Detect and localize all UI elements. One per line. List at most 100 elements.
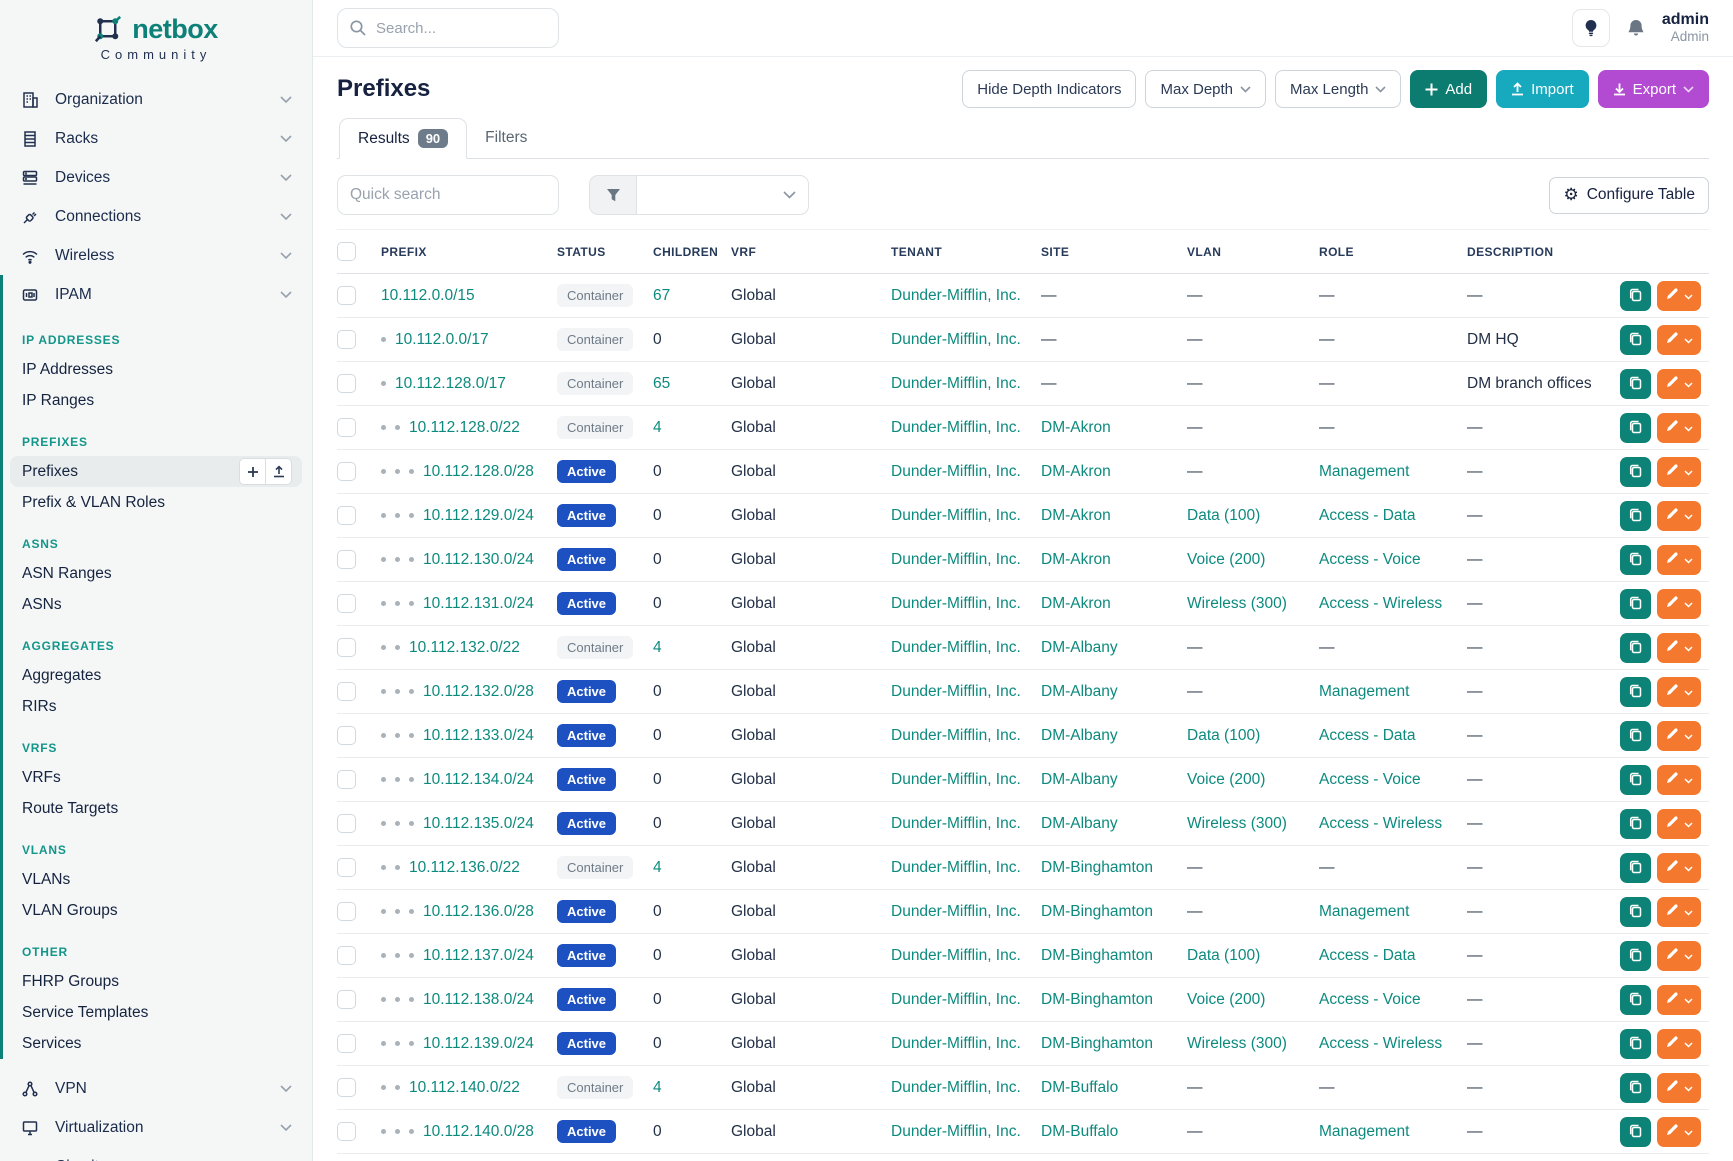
clone-button[interactable] [1620, 412, 1651, 443]
site-link[interactable]: DM-Binghamton [1041, 1034, 1153, 1052]
prefix-link[interactable]: 10.112.131.0/24 [423, 594, 534, 612]
vlan-link[interactable]: Voice (200) [1187, 990, 1266, 1008]
sidebar-item-prefix-vlan-roles[interactable]: Prefix & VLAN Roles [10, 487, 302, 518]
column-header-vrf[interactable]: VRF [731, 229, 891, 274]
sidebar-item-organization[interactable]: Organization [10, 80, 302, 119]
prefix-link[interactable]: 10.112.136.0/28 [423, 902, 534, 920]
clone-button[interactable] [1620, 588, 1651, 619]
clone-button[interactable] [1620, 676, 1651, 707]
hide-depth-indicators-button[interactable]: Hide Depth Indicators [962, 70, 1137, 108]
edit-button[interactable] [1657, 632, 1701, 663]
prefix-link[interactable]: 10.112.135.0/24 [423, 814, 534, 832]
sidebar-item-vlan-groups[interactable]: VLAN Groups [10, 895, 302, 926]
tenant-link[interactable]: Dunder-Mifflin, Inc. [891, 506, 1021, 524]
edit-button[interactable] [1657, 544, 1701, 575]
clone-button[interactable] [1620, 720, 1651, 751]
edit-button[interactable] [1657, 368, 1701, 399]
vlan-link[interactable]: Voice (200) [1187, 770, 1266, 788]
clone-button[interactable] [1620, 764, 1651, 795]
sidebar-item-connections[interactable]: Connections [10, 197, 302, 236]
tenant-link[interactable]: Dunder-Mifflin, Inc. [891, 1122, 1021, 1140]
clone-button[interactable] [1620, 896, 1651, 927]
column-header-role[interactable]: ROLE [1319, 229, 1467, 274]
vlan-link[interactable]: Wireless (300) [1187, 594, 1287, 612]
column-header-children[interactable]: CHILDREN [653, 229, 731, 274]
row-checkbox[interactable] [337, 638, 356, 657]
quick-import-button[interactable] [265, 458, 292, 485]
column-header-site[interactable]: SITE [1041, 229, 1187, 274]
row-checkbox[interactable] [337, 990, 356, 1009]
role-link[interactable]: Access - Voice [1319, 990, 1421, 1008]
prefix-link[interactable]: 10.112.140.0/28 [423, 1122, 534, 1140]
theme-toggle-button[interactable] [1571, 9, 1610, 47]
prefix-link[interactable]: 10.112.128.0/22 [409, 418, 520, 436]
row-checkbox[interactable] [337, 1078, 356, 1097]
row-checkbox[interactable] [337, 902, 356, 921]
role-link[interactable]: Management [1319, 902, 1410, 920]
edit-button[interactable] [1657, 940, 1701, 971]
site-link[interactable]: DM-Albany [1041, 814, 1118, 832]
tenant-link[interactable]: Dunder-Mifflin, Inc. [891, 946, 1021, 964]
site-link[interactable]: DM-Akron [1041, 462, 1111, 480]
tenant-link[interactable]: Dunder-Mifflin, Inc. [891, 374, 1021, 392]
row-checkbox[interactable] [337, 770, 356, 789]
tenant-link[interactable]: Dunder-Mifflin, Inc. [891, 594, 1021, 612]
sidebar-item-prefixes[interactable]: Prefixes [10, 456, 302, 487]
role-link[interactable]: Access - Data [1319, 506, 1416, 524]
max-depth-dropdown[interactable]: Max Depth [1145, 70, 1267, 108]
vlan-link[interactable]: Data (100) [1187, 946, 1261, 964]
sidebar-item-fhrp-groups[interactable]: FHRP Groups [10, 966, 302, 997]
configure-table-button[interactable]: ⚙ Configure Table [1549, 176, 1709, 214]
row-checkbox[interactable] [337, 858, 356, 877]
prefix-link[interactable]: 10.112.129.0/24 [423, 506, 534, 524]
role-link[interactable]: Access - Wireless [1319, 814, 1443, 832]
clone-button[interactable] [1620, 852, 1651, 883]
edit-button[interactable] [1657, 808, 1701, 839]
sidebar-item-racks[interactable]: Racks [10, 119, 302, 158]
column-header-tenant[interactable]: TENANT [891, 229, 1041, 274]
vlan-link[interactable]: Wireless (300) [1187, 814, 1287, 832]
sidebar-item-vpn[interactable]: VPN [10, 1069, 302, 1108]
vlan-link[interactable]: Wireless (300) [1187, 1034, 1287, 1052]
tenant-link[interactable]: Dunder-Mifflin, Inc. [891, 682, 1021, 700]
prefix-link[interactable]: 10.112.0.0/15 [381, 286, 475, 304]
prefix-link[interactable]: 10.112.137.0/24 [423, 946, 534, 964]
clone-button[interactable] [1620, 808, 1651, 839]
sidebar-item-ip-ranges[interactable]: IP Ranges [10, 385, 302, 416]
user-menu[interactable]: admin Admin [1662, 11, 1709, 45]
role-link[interactable]: Management [1319, 1122, 1410, 1140]
prefix-link[interactable]: 10.112.128.0/17 [395, 374, 506, 392]
role-link[interactable]: Access - Data [1319, 726, 1416, 744]
row-checkbox[interactable] [337, 506, 356, 525]
children-count[interactable]: 67 [653, 286, 671, 304]
vlan-link[interactable]: Data (100) [1187, 506, 1261, 524]
row-checkbox[interactable] [337, 374, 356, 393]
site-link[interactable]: DM-Binghamton [1041, 946, 1153, 964]
tenant-link[interactable]: Dunder-Mifflin, Inc. [891, 814, 1021, 832]
role-link[interactable]: Access - Voice [1319, 550, 1421, 568]
tenant-link[interactable]: Dunder-Mifflin, Inc. [891, 418, 1021, 436]
row-checkbox[interactable] [337, 286, 356, 305]
row-checkbox[interactable] [337, 594, 356, 613]
edit-button[interactable] [1657, 412, 1701, 443]
prefix-link[interactable]: 10.112.0.0/17 [395, 330, 489, 348]
sidebar-item-services[interactable]: Services [10, 1028, 302, 1059]
row-checkbox[interactable] [337, 682, 356, 701]
sidebar-item-ipam[interactable]: IPAM [10, 275, 302, 314]
tenant-link[interactable]: Dunder-Mifflin, Inc. [891, 550, 1021, 568]
prefix-link[interactable]: 10.112.136.0/22 [409, 858, 520, 876]
prefix-link[interactable]: 10.112.140.0/22 [409, 1078, 520, 1096]
clone-button[interactable] [1620, 324, 1651, 355]
site-link[interactable]: DM-Albany [1041, 726, 1118, 744]
edit-button[interactable] [1657, 852, 1701, 883]
site-link[interactable]: DM-Akron [1041, 594, 1111, 612]
notifications-button[interactable] [1626, 18, 1646, 39]
clone-button[interactable] [1620, 1116, 1651, 1147]
site-link[interactable]: DM-Akron [1041, 418, 1111, 436]
edit-button[interactable] [1657, 324, 1701, 355]
sidebar-item-route-targets[interactable]: Route Targets [10, 793, 302, 824]
clone-button[interactable] [1620, 1028, 1651, 1059]
tenant-link[interactable]: Dunder-Mifflin, Inc. [891, 330, 1021, 348]
filter-button[interactable] [589, 175, 637, 215]
edit-button[interactable] [1657, 676, 1701, 707]
